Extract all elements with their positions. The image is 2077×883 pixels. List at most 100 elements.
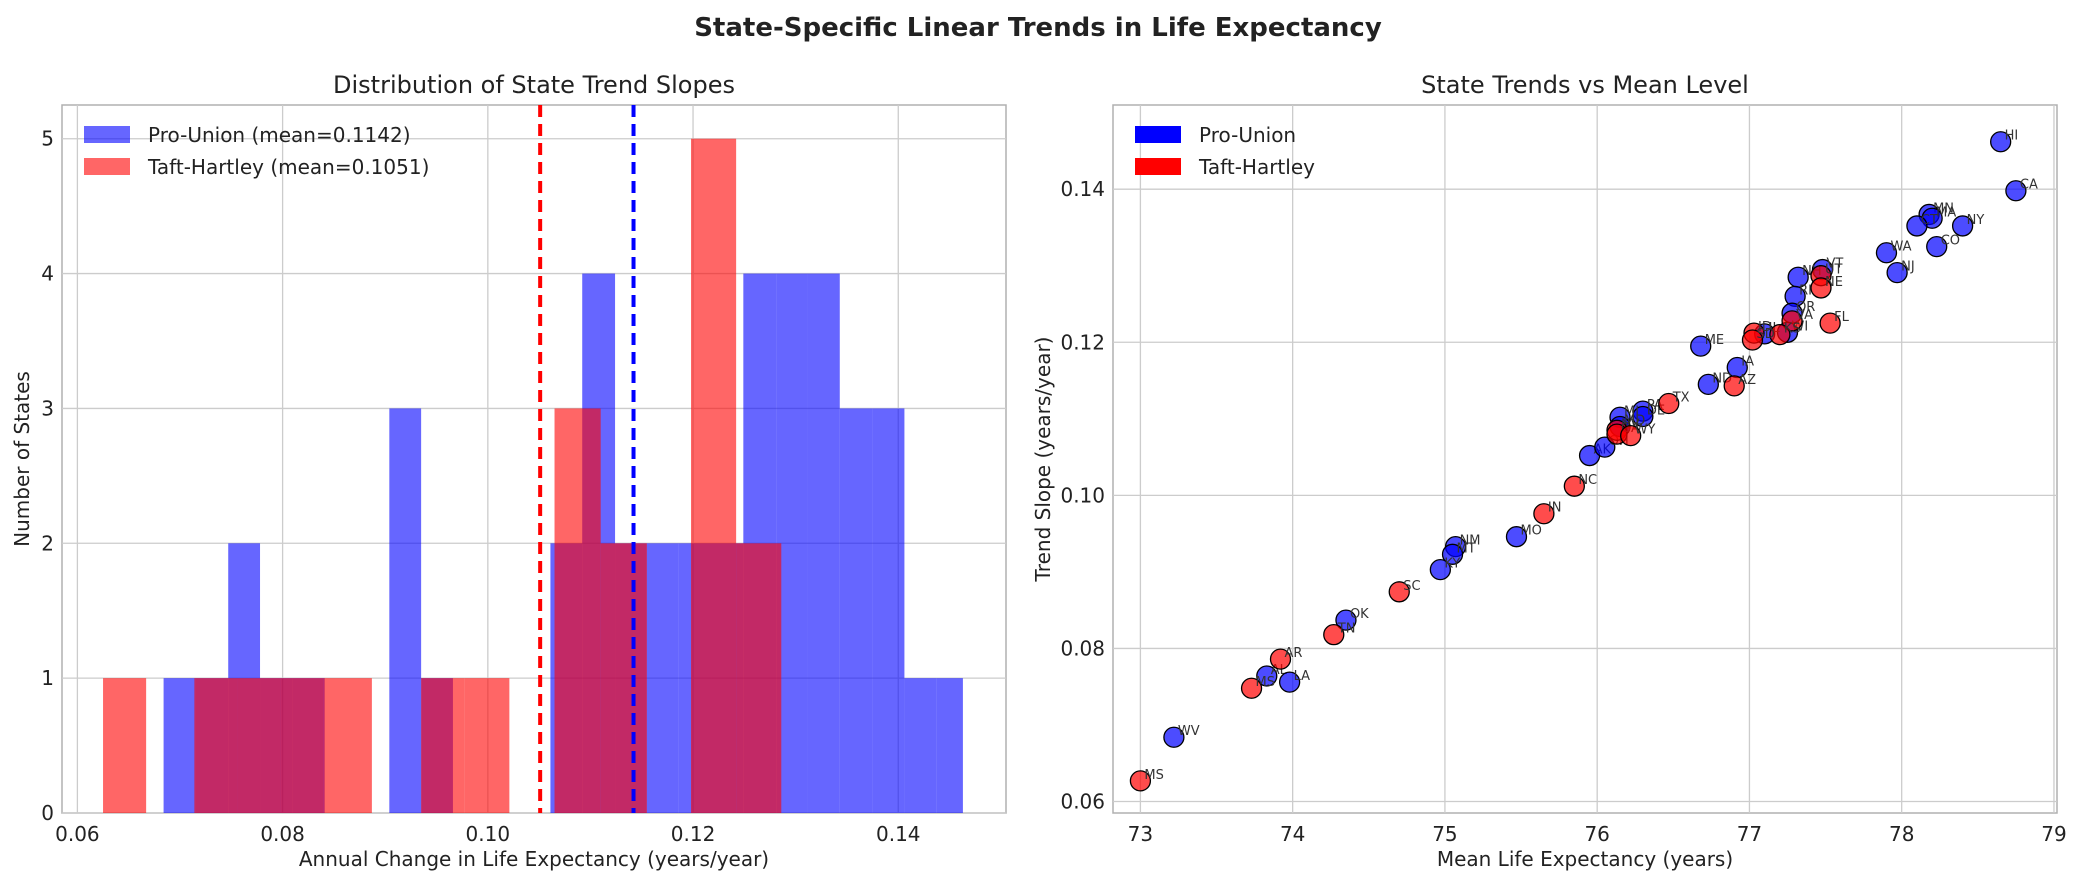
scatter-point xyxy=(1632,405,1654,428)
legend-label-taft-hartley: Taft-Hartley xyxy=(1198,155,1315,179)
legend-label-taft-hartley: Taft-Hartley (mean=0.1051) xyxy=(147,155,429,179)
scatter-point xyxy=(1658,392,1680,415)
scatter-x-tick-label: 73 xyxy=(1128,822,1153,846)
histogram-bar xyxy=(194,678,238,813)
histogram-bar xyxy=(936,678,963,813)
histogram-bar xyxy=(323,678,372,813)
scatter-x-tick-label: 79 xyxy=(2041,822,2066,846)
histogram-x-label: Annual Change in Life Expectancy (years/… xyxy=(299,847,769,871)
histogram-y-tick-label: 2 xyxy=(41,531,54,555)
scatter-y-ticks: 0.06 0.08 0.10 0.12 0.14 xyxy=(1060,177,1105,813)
scatter-point xyxy=(1875,242,1898,264)
scatter-y-tick-label: 0.08 xyxy=(1060,636,1105,660)
scatter-point-label: FL xyxy=(1834,310,1849,325)
scatter-point-label: NM xyxy=(1460,534,1481,549)
scatter-point xyxy=(1906,215,1928,237)
histogram-x-tick-label: 0.10 xyxy=(466,822,511,846)
histogram-y-tick-label: 4 xyxy=(41,262,54,286)
histogram-y-tick-label: 5 xyxy=(41,127,54,151)
histogram-bar xyxy=(280,678,324,813)
scatter-y-tick-label: 0.12 xyxy=(1060,330,1105,354)
scatter-point xyxy=(1594,436,1616,458)
histogram-bar xyxy=(807,273,840,814)
scatter-grid xyxy=(1113,105,2057,813)
histogram-x-tick-label: 0.06 xyxy=(55,822,100,846)
scatter-point-label: CT xyxy=(1921,213,1938,228)
scatter-point-label: LA xyxy=(1294,669,1311,684)
scatter-title: State Trends vs Mean Level xyxy=(1421,71,1749,99)
scatter-point xyxy=(2005,180,2027,202)
legend-label-pro-union: Pro-Union (mean=0.1142) xyxy=(148,123,411,147)
histogram-x-tick-label: 0.12 xyxy=(671,822,716,846)
scatter-y-label: Trend Slope (years/year) xyxy=(1031,337,1055,583)
scatter-point xyxy=(1741,329,1764,351)
histogram-bar xyxy=(839,408,873,813)
scatter-point-label: IA xyxy=(1741,355,1754,370)
scatter-point xyxy=(1129,770,1152,792)
scatter-point-label: VA xyxy=(1796,308,1813,323)
histogram-mean-lines xyxy=(538,105,636,813)
scatter-point-label: TX xyxy=(1672,391,1690,406)
histogram-bar xyxy=(872,408,905,813)
scatter-point-label: ID xyxy=(1758,320,1772,335)
scatter-x-tick-label: 76 xyxy=(1584,822,1609,846)
scatter-point-label: WY xyxy=(1635,423,1656,438)
histogram-bar xyxy=(554,408,601,813)
scatter-point xyxy=(1256,665,1278,687)
scatter-y-tick-label: 0.06 xyxy=(1060,790,1105,814)
scatter-point xyxy=(1723,375,1745,397)
legend-swatch-taft-hartley xyxy=(1135,158,1181,175)
scatter-point-label: MS xyxy=(1256,675,1275,690)
scatter-point-label: WV xyxy=(1178,724,1200,739)
histogram-bar xyxy=(163,678,196,813)
scatter-point-label: MT xyxy=(1457,541,1476,556)
histogram-bar xyxy=(646,543,679,813)
scatter-point-label: CO xyxy=(1941,234,1960,249)
scatter-point-label: TN xyxy=(1337,622,1356,637)
scatter-legend: Pro-Union Taft-Hartley xyxy=(1135,123,1315,179)
scatter-point-label: IN xyxy=(1548,501,1562,516)
scatter-point-label: WA xyxy=(1890,240,1911,255)
scatter-point-label: KS xyxy=(1784,322,1801,337)
scatter-point-label: NJ xyxy=(1901,260,1915,275)
histogram-y-tick-label: 3 xyxy=(41,396,54,420)
histogram-y-tick-label: 1 xyxy=(41,666,54,690)
histogram-bar xyxy=(600,543,647,813)
scatter-point xyxy=(1278,671,1301,693)
scatter-point xyxy=(1886,261,1908,284)
histogram-x-ticks: 0.06 0.08 0.10 0.12 0.14 xyxy=(55,822,920,846)
histogram-bar xyxy=(389,408,422,813)
scatter-point-label: OR xyxy=(1796,300,1815,315)
scatter-point xyxy=(1323,624,1345,646)
scatter-point xyxy=(1690,335,1712,357)
scatter-point xyxy=(1335,609,1357,631)
legend-swatch-pro-union xyxy=(1135,126,1181,143)
histogram-x-tick-label: 0.08 xyxy=(260,822,305,846)
histogram-bar xyxy=(237,678,281,813)
histogram-y-ticks: 0 1 2 3 4 5 xyxy=(41,127,54,825)
scatter-point-label: AZ xyxy=(1738,373,1756,388)
legend-swatch-taft-hartley xyxy=(84,158,130,175)
scatter-point-label: RI xyxy=(1799,283,1812,298)
scatter-point-label: VT xyxy=(1827,257,1844,272)
scatter-point-label: OK xyxy=(1350,607,1369,622)
scatter-point xyxy=(1781,310,1803,332)
scatter-point xyxy=(1240,677,1263,699)
scatter-y-tick-label: 0.10 xyxy=(1060,483,1105,507)
histogram-x-tick-label: 0.14 xyxy=(876,822,921,846)
scatter-point xyxy=(1533,503,1555,525)
histogram-bar xyxy=(736,543,782,813)
scatter-point xyxy=(1620,425,1642,447)
histogram-y-label: Number of States xyxy=(10,371,34,547)
scatter-point xyxy=(1563,475,1585,497)
histogram-bar xyxy=(690,138,737,813)
scatter-point-label: ME xyxy=(1705,333,1724,348)
scatter-point xyxy=(1926,235,1948,258)
scatter-x-tick-label: 77 xyxy=(1737,822,1762,846)
scatter-point-label: NE xyxy=(1825,275,1843,290)
scatter-point-label: CA xyxy=(2020,178,2038,193)
scatter-point-label: SD xyxy=(1756,327,1774,342)
scatter-x-tick-label: 74 xyxy=(1280,822,1305,846)
scatter-point xyxy=(1951,215,1974,237)
